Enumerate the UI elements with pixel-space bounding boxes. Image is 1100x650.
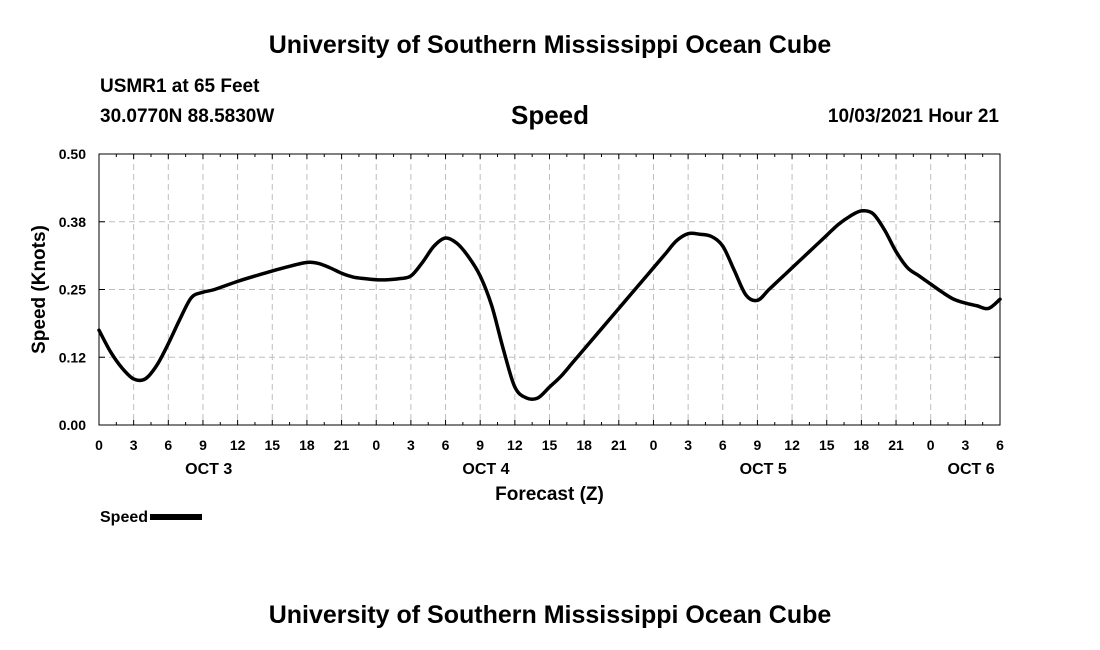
x-tick-label: 21 <box>611 437 627 453</box>
y-tick-label: 0.38 <box>59 214 86 230</box>
x-tick-label: 12 <box>230 437 246 453</box>
series-layer <box>97 208 1002 402</box>
forecast-datetime: 10/03/2021 Hour 21 <box>827 106 999 127</box>
x-tick-label: 3 <box>684 437 692 453</box>
footer-title: University of Southern Mississippi Ocean… <box>268 601 832 629</box>
x-tick-label: 12 <box>507 437 523 453</box>
x-tick-label: 0 <box>927 437 935 453</box>
chart-subtitle: Speed <box>510 100 590 130</box>
grid-lines <box>99 154 1000 425</box>
legend: Speed <box>100 509 203 527</box>
x-tick-label: 9 <box>199 437 207 453</box>
x-tick-label: 12 <box>784 437 800 453</box>
y-tick-label: 0.25 <box>59 282 86 298</box>
x-tick-label: 18 <box>576 437 592 453</box>
station-coordinates: 30.0770N 88.5830W <box>100 106 275 127</box>
x-day-label: OCT 4 <box>462 461 509 478</box>
x-tick-label: 15 <box>264 437 280 453</box>
main-title: University of Southern Mississippi Ocean… <box>268 31 832 59</box>
x-tick-label: 21 <box>888 437 904 453</box>
x-axis-title: Forecast (Z) <box>495 484 604 505</box>
axis-labels: 0 3 6 9 12 15 18 21 0 3 6 9 12 15 18 21 0 3 6 9 12 15 18 21 0 3 6 0… <box>29 146 1004 505</box>
y-axis-title: Speed (Knots) <box>29 225 50 354</box>
x-tick-label: 6 <box>442 437 450 453</box>
x-tick-label: 0 <box>650 437 658 453</box>
x-tick-label: 21 <box>334 437 350 453</box>
legend-swatch <box>150 513 203 520</box>
x-tick-label: 18 <box>299 437 315 453</box>
x-day-label: OCT 5 <box>740 461 787 478</box>
y-tick-label: 0.50 <box>59 146 86 162</box>
y-tick-label: 0.00 <box>59 417 86 433</box>
plot-frame <box>98 153 1001 426</box>
x-tick-label: 3 <box>130 437 138 453</box>
x-tick-label: 6 <box>719 437 727 453</box>
legend-label: Speed <box>100 509 149 526</box>
y-tick-label: 0.12 <box>59 349 86 365</box>
x-tick-label: 18 <box>854 437 870 453</box>
x-day-label: OCT 3 <box>185 461 232 478</box>
x-tick-label: 6 <box>164 437 172 453</box>
x-tick-label: 15 <box>819 437 835 453</box>
station-label: USMR1 at 65 Feet <box>100 76 260 97</box>
x-tick-label: 3 <box>961 437 969 453</box>
x-tick-label: 0 <box>372 437 380 453</box>
x-tick-label: 3 <box>407 437 415 453</box>
x-tick-label: 6 <box>996 437 1004 453</box>
series-line-speed <box>97 208 1002 402</box>
x-tick-label: 9 <box>754 437 762 453</box>
x-tick-label: 9 <box>476 437 484 453</box>
x-day-label: OCT 6 <box>948 461 995 478</box>
x-tick-label: 15 <box>542 437 558 453</box>
x-tick-label: 0 <box>95 437 103 453</box>
